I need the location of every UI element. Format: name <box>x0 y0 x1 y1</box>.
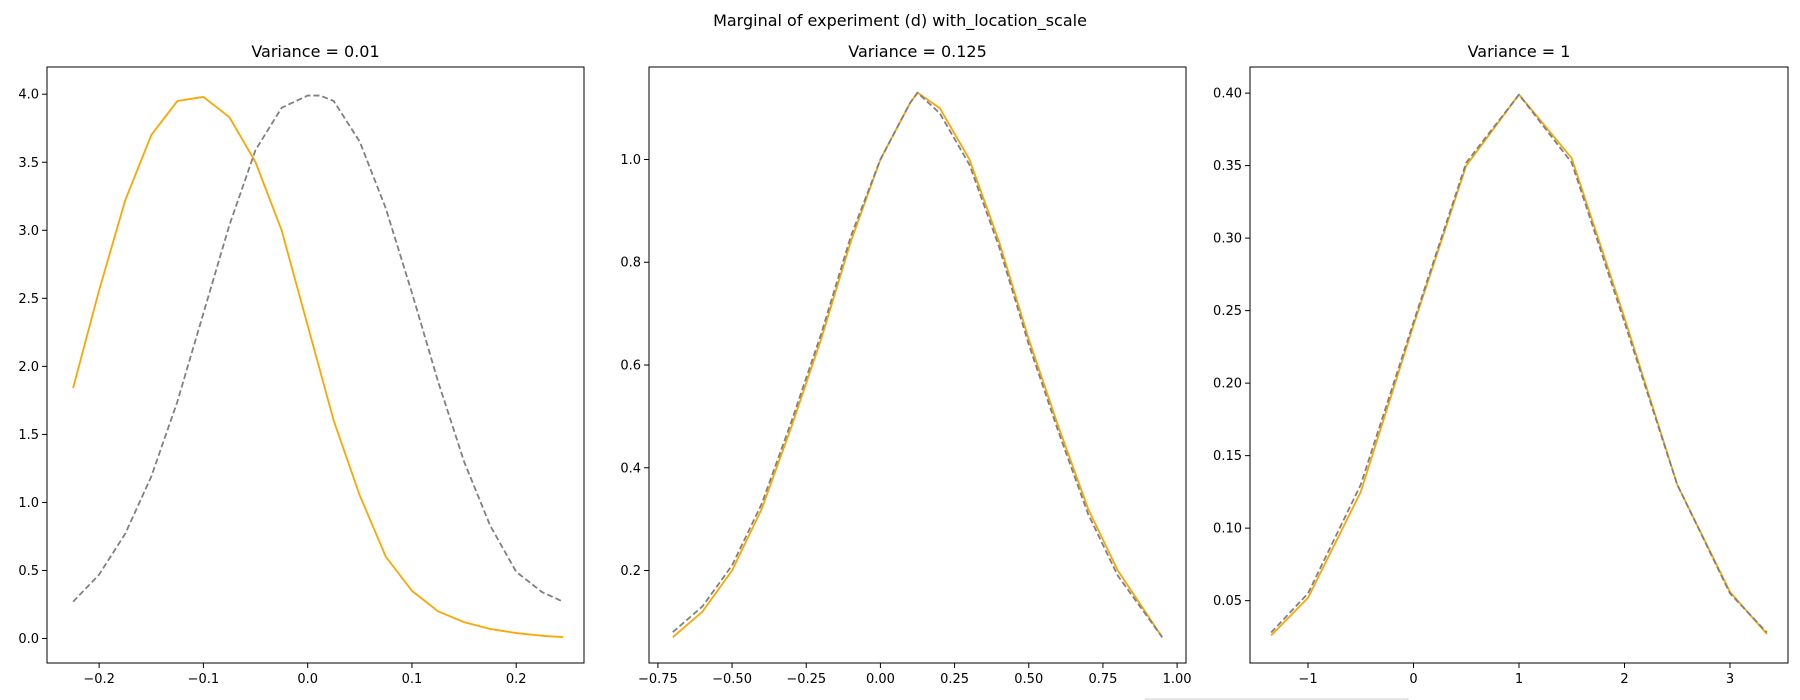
subplot-variance-0-125: Variance = 0.125 −0.75 −0.50 −0.25 0.00 0.25… <box>620 42 1191 687</box>
y-tick-label: 0.0 <box>18 632 39 647</box>
x-tick-label: −1 <box>1298 672 1317 687</box>
x-tick-label: −0.50 <box>712 672 752 687</box>
subplot-title: Variance = 0.125 <box>848 42 987 61</box>
reference-series-line <box>672 91 1163 638</box>
y-tick-label: 3.5 <box>18 156 39 171</box>
y-tick-label: 1.0 <box>620 153 641 168</box>
fitted-series-line <box>72 96 564 639</box>
x-tick-label: 1 <box>1515 672 1523 687</box>
y-tick-label: 0.35 <box>1213 159 1242 174</box>
x-tick-label: 0.2 <box>506 672 527 687</box>
x-tick-label: 0.00 <box>866 672 895 687</box>
x-tick-label: 3 <box>1726 672 1734 687</box>
subplot-variance-0-01: Variance = 0.01 −0.2 −0.1 0.0 0.1 0.2 0.0 0.5 1… <box>18 42 585 687</box>
y-tick-label: 0.25 <box>1213 304 1242 319</box>
x-tick-label: 0.50 <box>1014 672 1043 687</box>
y-tick-label: 2.0 <box>18 360 39 375</box>
x-tick-label: 0 <box>1409 672 1417 687</box>
x-tick-label: 0.1 <box>402 672 423 687</box>
fitted-series-line <box>1270 93 1768 637</box>
reference-series-line <box>1270 93 1768 634</box>
y-tick-label: 0.10 <box>1213 522 1242 537</box>
y-tick-label: 0.05 <box>1213 594 1242 609</box>
fitted-series-line <box>672 91 1164 638</box>
y-tick-label: 0.6 <box>620 359 641 374</box>
x-tick-label: −0.75 <box>638 672 678 687</box>
x-tick-label: 0.75 <box>1088 672 1117 687</box>
y-tick-label: 1.5 <box>18 428 39 443</box>
y-tick-label: 0.8 <box>620 256 641 271</box>
subplot-variance-1: Variance = 1 −1 0 1 2 3 0.05 0.10 0.15 0.20 0.25 0… <box>1213 42 1789 687</box>
axes-frame <box>46 66 585 664</box>
x-tick-label: 2 <box>1620 672 1628 687</box>
y-tick-label: 2.5 <box>18 292 39 307</box>
y-tick-label: 0.2 <box>620 564 641 579</box>
x-tick-label: −0.2 <box>83 672 115 687</box>
y-tick-label: 1.0 <box>18 496 39 511</box>
figure-title: Marginal of experiment (d) with_location… <box>713 11 1087 31</box>
y-tick-label: 0.40 <box>1213 87 1242 102</box>
reference-series-line <box>72 94 564 603</box>
x-tick-label: 0.0 <box>297 672 318 687</box>
subplot-title: Variance = 0.01 <box>251 42 379 61</box>
x-tick-label: −0.25 <box>786 672 826 687</box>
x-tick-label: −0.1 <box>188 672 220 687</box>
y-tick-label: 0.4 <box>620 461 641 476</box>
y-tick-label: 0.15 <box>1213 449 1242 464</box>
y-tick-label: 0.5 <box>18 564 39 579</box>
y-tick-label: 0.20 <box>1213 377 1242 392</box>
y-tick-label: 4.0 <box>18 88 39 103</box>
subplot-title: Variance = 1 <box>1468 42 1571 61</box>
axes-frame <box>1249 66 1789 664</box>
y-tick-label: 0.30 <box>1213 232 1242 247</box>
x-tick-label: 0.25 <box>940 672 969 687</box>
y-tick-label: 3.0 <box>18 224 39 239</box>
x-tick-label: 1.00 <box>1163 672 1192 687</box>
